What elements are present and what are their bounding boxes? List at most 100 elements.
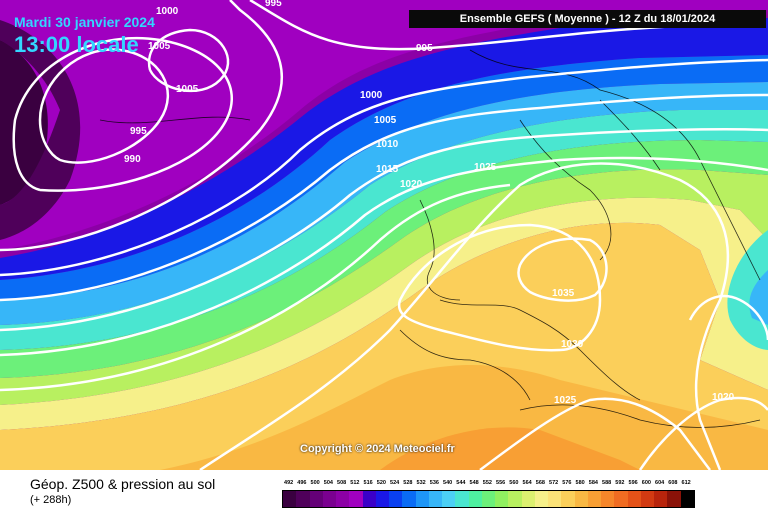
legend-swatch [455, 491, 469, 507]
legend-value: 584 [588, 480, 598, 486]
isobar-label: 990 [124, 154, 141, 165]
band-purple [0, 0, 768, 250]
isobar-label: 1005 [176, 84, 199, 95]
legend-swatch [389, 491, 403, 507]
legend-value: 508 [337, 480, 347, 486]
legend-value: 588 [602, 480, 612, 486]
legend-value: 572 [549, 480, 559, 486]
legend-swatch [561, 491, 575, 507]
isobar-1030 [397, 223, 602, 352]
isobar-1025 [199, 162, 729, 470]
legend-swatch [680, 491, 694, 507]
legend-swatch [587, 491, 601, 507]
legend-swatch [574, 491, 588, 507]
isobar-1000-ring [147, 28, 230, 93]
legend-value: 516 [363, 480, 373, 486]
legend-swatch [521, 491, 535, 507]
isobar-label: 1000 [156, 6, 179, 17]
legend-swatch [601, 491, 615, 507]
legend-value: 600 [641, 480, 651, 486]
legend-value: 604 [655, 480, 665, 486]
legend-value: 504 [323, 480, 333, 486]
band-lightblue [0, 82, 768, 325]
band-lightgreen [0, 169, 768, 405]
isobar-1025-south [479, 397, 711, 470]
isobar-1020-east [688, 294, 768, 341]
legend-swatch [375, 491, 389, 507]
legend-swatch [336, 491, 350, 507]
legend-value: 596 [628, 480, 638, 486]
legend-swatch [309, 491, 323, 507]
legend-swatch [667, 491, 681, 507]
isobar-1020-se [638, 396, 768, 470]
legend-swatch [442, 491, 456, 507]
legend-swatch [654, 491, 668, 507]
legend-swatch [296, 491, 310, 507]
legend-swatch [481, 491, 495, 507]
legend-value: 512 [350, 480, 360, 486]
legend-value: 496 [297, 480, 307, 486]
z500-field: 995 995 1000 1005 990 995 1005 1000 1005… [0, 0, 768, 470]
isobar-label: 1025 [474, 162, 497, 173]
isobar-label: 1005 [148, 41, 171, 52]
legend-swatch [283, 491, 297, 507]
band-cyan [0, 110, 768, 350]
legend-value: 532 [416, 480, 426, 486]
legend-value: 544 [456, 480, 466, 486]
legend-swatch [495, 491, 509, 507]
isobar-1020-west [0, 183, 511, 392]
legend-swatch [614, 491, 628, 507]
legend-value: 608 [668, 480, 678, 486]
legend-value: 500 [310, 480, 320, 486]
isobar-1000 [0, 58, 768, 277]
isobar-1005-nw [0, 0, 284, 252]
color-scale-legend [282, 490, 695, 508]
isobar-label: 1005 [374, 115, 397, 126]
legend-swatch [322, 491, 336, 507]
isobar-label: 1035 [552, 288, 575, 299]
isobar-label: 1025 [554, 395, 577, 406]
legend-value: 524 [390, 480, 400, 486]
legend-swatch [349, 491, 363, 507]
legend-swatch [548, 491, 562, 507]
legend-value: 552 [482, 480, 492, 486]
isobar-990 [38, 48, 170, 164]
legend-value: 612 [681, 480, 691, 486]
isobar-label: 1015 [376, 164, 399, 175]
forecast-lead-time: (+ 288h) [30, 494, 72, 506]
legend-swatch [508, 491, 522, 507]
band-blue [0, 18, 768, 280]
map-parameter-title: Géop. Z500 & pression au sol [30, 476, 216, 492]
isobar-1035 [517, 237, 608, 302]
low-ring [0, 20, 81, 240]
legend-swatch [534, 491, 548, 507]
isobar-label: 1030 [561, 339, 584, 350]
forecast-date: Mardi 30 janvier 2024 [14, 14, 155, 30]
legend-value: 536 [429, 480, 439, 486]
band-blue-2 [0, 55, 768, 300]
legend-value: 492 [284, 480, 294, 486]
isobar-label: 1020 [400, 179, 423, 190]
legend-values: 492 496 500 504 508 512 516 520 524 528 532 536 540 5… [282, 480, 693, 486]
isobar-label: 995 [416, 43, 433, 54]
forecast-local-time: 13:00 locale [14, 32, 139, 57]
legend-swatch [627, 491, 641, 507]
legend-swatch [428, 491, 442, 507]
legend-value: 548 [469, 480, 479, 486]
copyright-notice: Copyright © 2024 Meteociel.fr [300, 443, 455, 455]
legend-value: 540 [443, 480, 453, 486]
legend-value: 528 [403, 480, 413, 486]
band-yellow [0, 197, 768, 430]
legend-value: 560 [509, 480, 519, 486]
isobar-1010 [0, 127, 768, 332]
isobar-1005 [0, 93, 768, 302]
weather-map: 995 995 1000 1005 990 995 1005 1000 1005… [0, 0, 768, 470]
legend-value: 520 [376, 480, 386, 486]
legend-value: 580 [575, 480, 585, 486]
isobar-label: 1000 [360, 90, 383, 101]
legend-value: 556 [496, 480, 506, 486]
legend-swatch [415, 491, 429, 507]
legend-value: 592 [615, 480, 625, 486]
model-run-banner: Ensemble GEFS ( Moyenne ) - 12 Z du 18/0… [409, 10, 766, 28]
isobar-label: 995 [130, 126, 147, 137]
